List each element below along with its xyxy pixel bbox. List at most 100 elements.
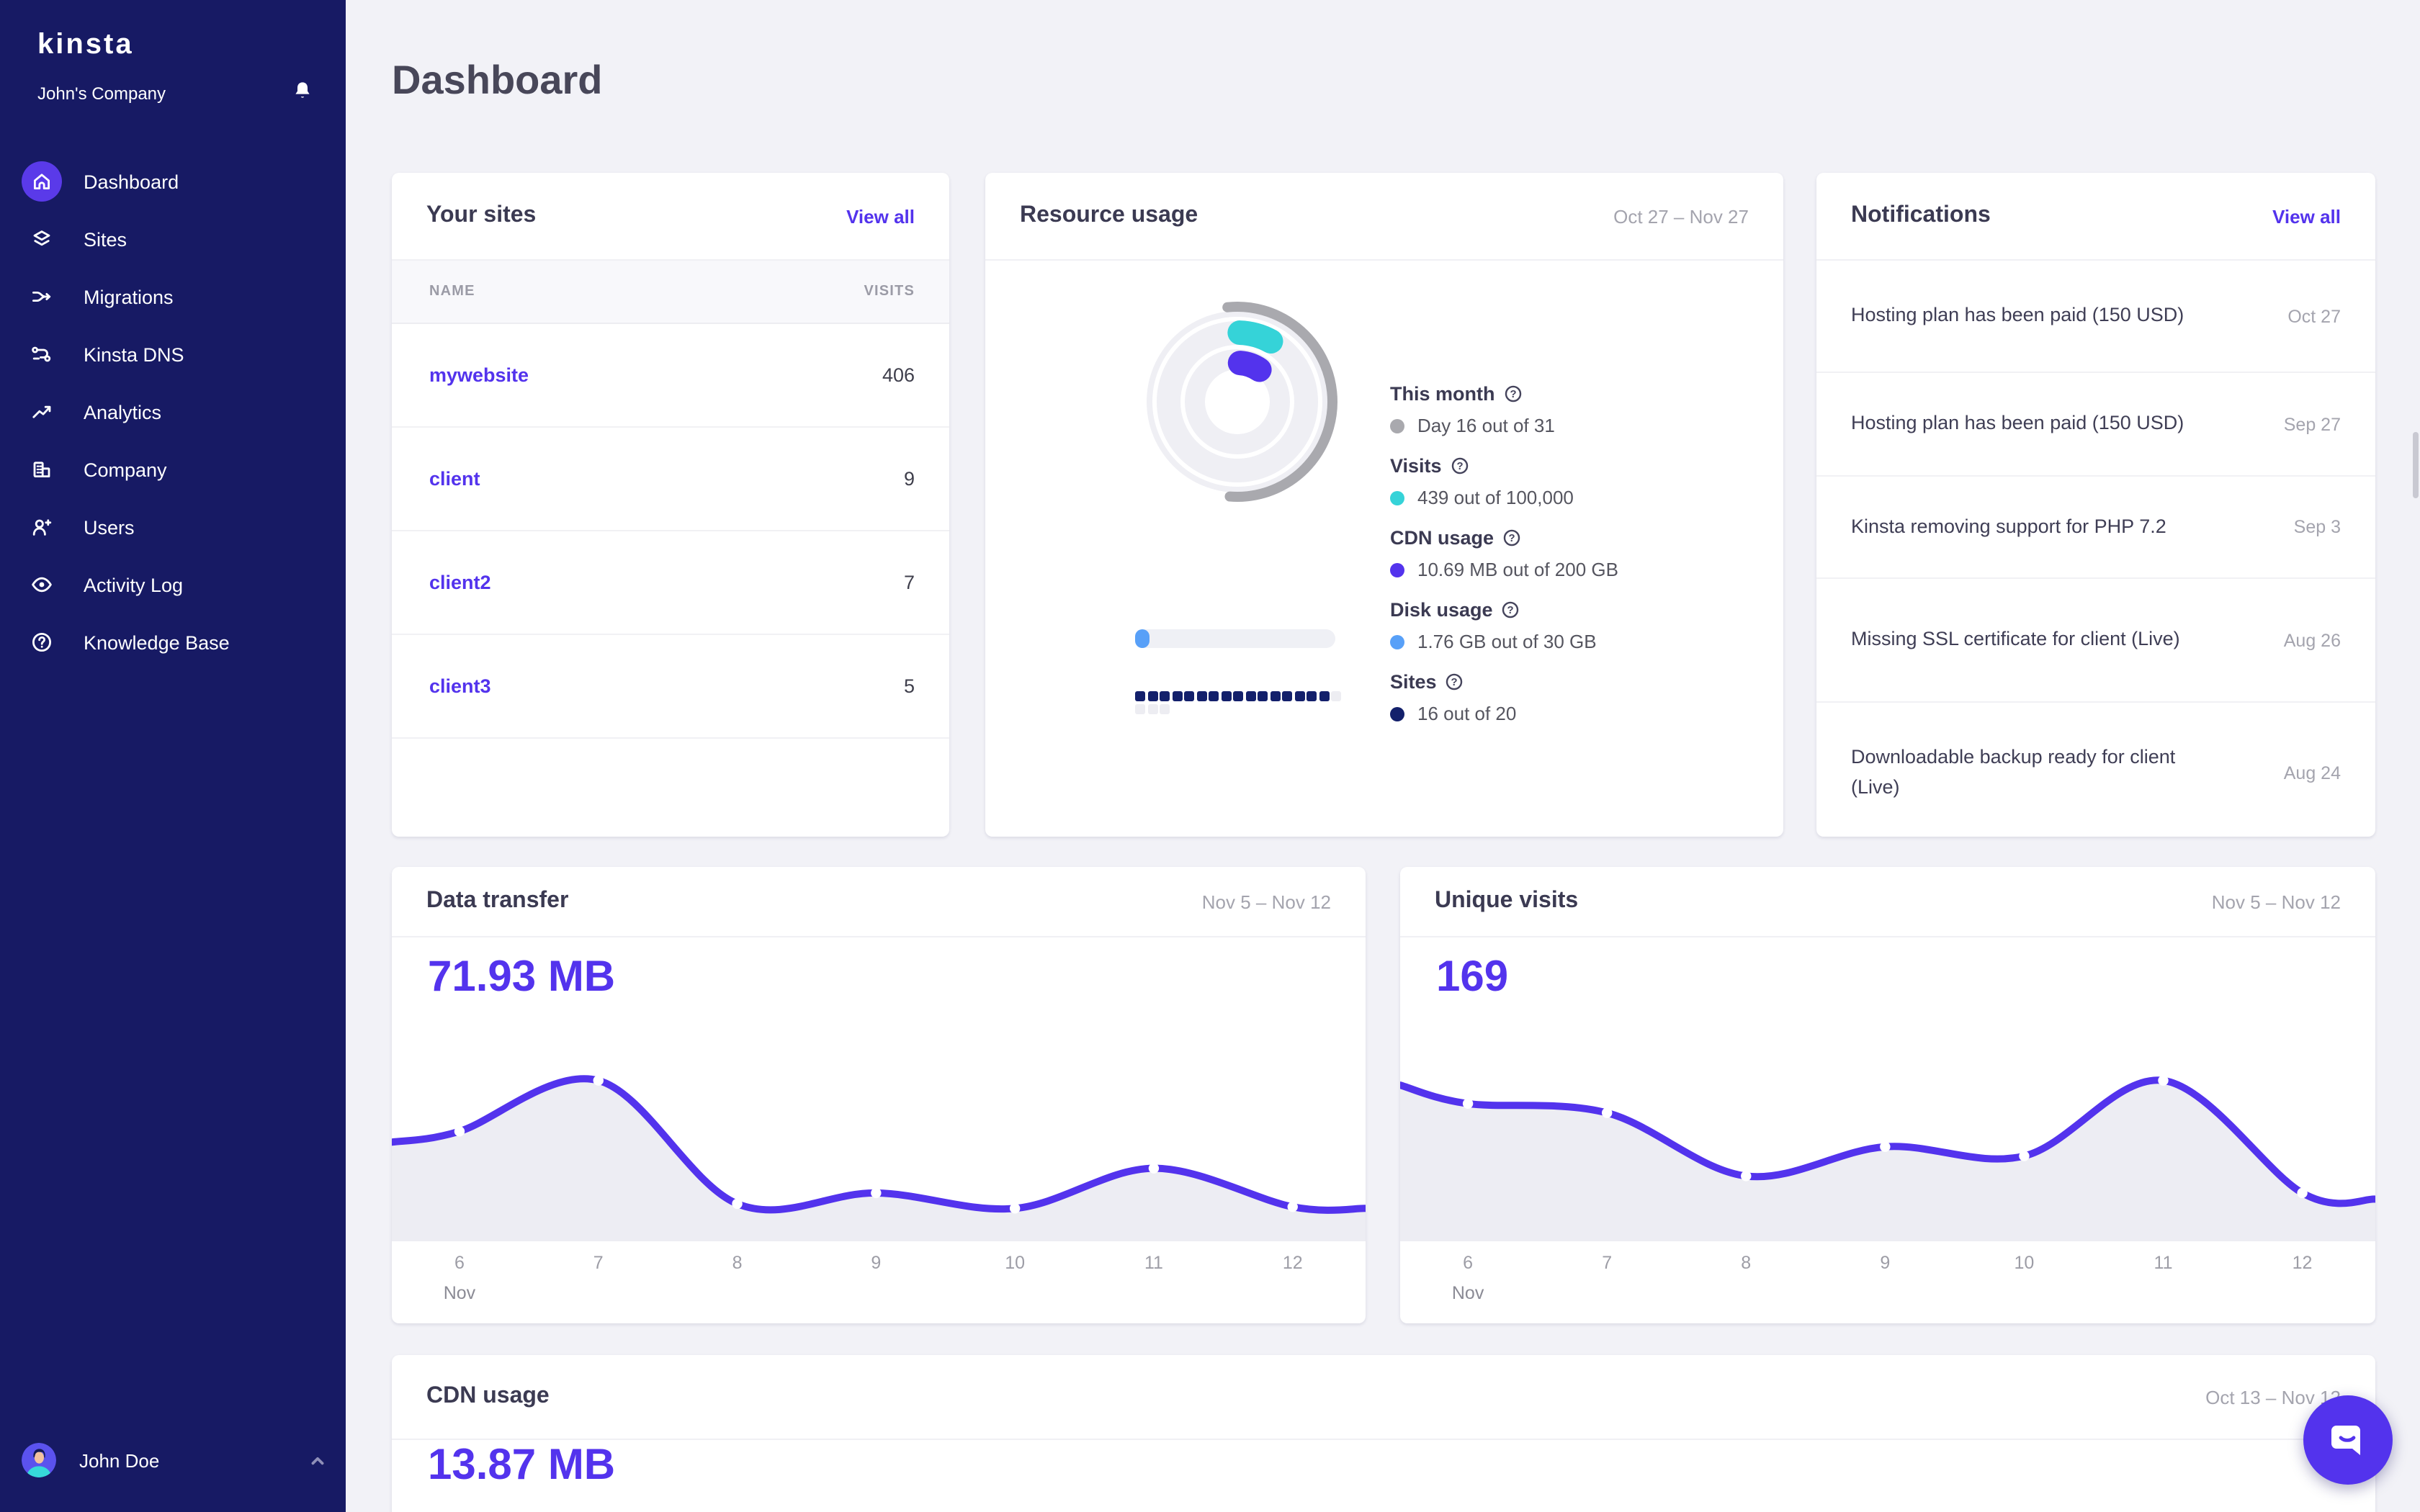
svg-text:?: ?: [1507, 605, 1514, 616]
table-row[interactable]: mywebsite 406: [392, 324, 949, 428]
sidebar-item-users[interactable]: Users: [0, 498, 346, 556]
site-name-link[interactable]: mywebsite: [429, 364, 529, 386]
notifications-bell-icon[interactable]: [291, 79, 314, 102]
help-icon[interactable]: ?: [1502, 528, 1521, 547]
site-segment: [1184, 691, 1194, 701]
site-segment: [1270, 691, 1280, 701]
notification-date: Sep 3: [2293, 517, 2341, 537]
company-name: John's Company: [37, 84, 166, 104]
help-icon[interactable]: ?: [1502, 600, 1520, 619]
chat-widget-button[interactable]: [2303, 1395, 2393, 1485]
sites-column-name: Name: [429, 284, 475, 300]
scrollbar-thumb[interactable]: [2413, 432, 2419, 498]
table-row[interactable]: client 9: [392, 428, 949, 531]
notification-text: Missing SSL certificate for client (Live…: [1851, 628, 2180, 650]
site-segment: [1172, 691, 1182, 701]
legend-color-dot: [1390, 634, 1404, 649]
data-point: [1287, 1201, 1298, 1212]
help-icon[interactable]: ?: [1446, 672, 1464, 691]
legend-value-text: 1.76 GB out of 30 GB: [1417, 631, 1597, 652]
notification-item[interactable]: Kinsta removing support for PHP 7.2 Sep …: [1816, 477, 2375, 579]
legend-disk-usage: Disk usage ? 1.76 GB out of 30 GB: [1390, 599, 1736, 652]
notification-item[interactable]: Hosting plan has been paid (150 USD) Oct…: [1816, 261, 2375, 373]
x-axis-tick: 6: [454, 1253, 465, 1273]
svg-text:?: ?: [1510, 389, 1516, 400]
your-sites-title: Your sites: [426, 203, 537, 228]
notification-item[interactable]: Missing SSL certificate for client (Live…: [1816, 579, 2375, 703]
sites-segmented-bar: [1135, 691, 1343, 714]
unique-visits-period: Nov 5 – Nov 12: [2211, 891, 2341, 912]
legend-value-text: 439 out of 100,000: [1417, 487, 1574, 508]
table-row[interactable]: client2 7: [392, 531, 949, 635]
site-segment: [1233, 691, 1243, 701]
sidebar-item-knowledge-base[interactable]: Knowledge Base: [0, 613, 346, 671]
sidebar-item-activity-log[interactable]: Activity Log: [0, 556, 346, 613]
table-row[interactable]: client3 5: [392, 635, 949, 739]
notifications-list: Hosting plan has been paid (150 USD) Oct…: [1816, 261, 2375, 837]
x-axis-tick: 7: [1602, 1253, 1613, 1273]
knowledge-base-icon: [22, 622, 62, 662]
site-segment: [1282, 691, 1292, 701]
notifications-view-all-link[interactable]: View all: [2272, 205, 2341, 227]
sidebar-item-sites[interactable]: Sites: [0, 210, 346, 268]
sidebar-item-label: Activity Log: [84, 574, 184, 595]
notification-date: Aug 24: [2283, 763, 2341, 783]
site-name-link[interactable]: client: [429, 468, 480, 490]
data-point: [732, 1198, 743, 1210]
notification-item[interactable]: Hosting plan has been paid (150 USD) Sep…: [1816, 373, 2375, 477]
sidebar-item-migrations[interactable]: Migrations: [0, 268, 346, 325]
unique-visits-total: 169: [1436, 953, 1509, 1001]
notification-item[interactable]: Downloadable backup ready for client (Li…: [1816, 703, 2375, 837]
sidebar-item-analytics[interactable]: Analytics: [0, 383, 346, 441]
legend-label-text: Sites: [1390, 671, 1437, 693]
site-visits-value: 406: [882, 364, 915, 386]
sidebar-nav: Dashboard Sites Migrations Kinsta DNS An…: [0, 153, 346, 671]
data-point: [871, 1187, 882, 1199]
site-visits-value: 5: [903, 675, 915, 697]
site-segment: [1196, 691, 1206, 701]
page-title: Dashboard: [392, 58, 603, 102]
site-segment: [1160, 691, 1170, 701]
sidebar-item-kinsta-dns[interactable]: Kinsta DNS: [0, 325, 346, 383]
sidebar-item-label: Knowledge Base: [84, 631, 230, 653]
help-icon[interactable]: ?: [1451, 456, 1469, 475]
sites-table-body: mywebsite 406 client 9 client2 7 client3…: [392, 324, 949, 739]
data-point: [1601, 1107, 1613, 1118]
svg-text:?: ?: [1451, 677, 1458, 688]
svg-text:?: ?: [1456, 461, 1463, 472]
home-icon: [22, 161, 62, 202]
legend-cdn-usage: CDN usage ? 10.69 MB out of 200 GB: [1390, 527, 1736, 580]
legend-sites: Sites ? 16 out of 20: [1390, 671, 1736, 724]
sidebar-item-label: Sites: [84, 228, 127, 250]
sidebar-item-dashboard[interactable]: Dashboard: [0, 153, 346, 210]
sites-table-header: Name Visits: [392, 261, 949, 324]
notification-date: Aug 26: [2283, 630, 2341, 650]
user-name: John Doe: [79, 1449, 160, 1471]
data-point: [1880, 1141, 1891, 1152]
sidebar-item-company[interactable]: Company: [0, 441, 346, 498]
notification-text: Hosting plan has been paid (150 USD): [1851, 412, 2184, 434]
sidebar-item-label: Analytics: [84, 401, 162, 423]
notifications-card: Notifications View all Hosting plan has …: [1816, 173, 2375, 837]
x-axis-tick: 11: [1144, 1253, 1163, 1273]
sidebar: kinsta John's Company Dashboard Sites Mi…: [0, 0, 346, 1512]
site-name-link[interactable]: client3: [429, 675, 491, 697]
x-axis-month-label: Nov: [1451, 1283, 1484, 1303]
site-name-link[interactable]: client2: [429, 572, 491, 593]
notifications-title: Notifications: [1851, 203, 1991, 228]
notification-text: Hosting plan has been paid (150 USD): [1851, 304, 2184, 326]
legend-this-month: This month ? Day 16 out of 31: [1390, 383, 1736, 436]
help-icon[interactable]: ?: [1504, 384, 1523, 403]
legend-value-text: 16 out of 20: [1417, 703, 1517, 724]
data-point: [593, 1075, 604, 1086]
resource-donut-chart: [1137, 302, 1337, 502]
data-transfer-chart: [392, 1058, 1366, 1241]
resource-usage-card: Resource usage Oct 27 – Nov 27 This mont…: [985, 173, 1783, 837]
site-segment: [1319, 691, 1329, 701]
sidebar-item-label: Kinsta DNS: [84, 343, 184, 365]
legend-label-text: CDN usage: [1390, 527, 1494, 549]
x-axis-tick: 10: [2014, 1253, 2035, 1273]
your-sites-view-all-link[interactable]: View all: [846, 205, 915, 227]
unique-visits-title: Unique visits: [1435, 888, 1579, 913]
user-menu[interactable]: John Doe: [22, 1443, 328, 1477]
